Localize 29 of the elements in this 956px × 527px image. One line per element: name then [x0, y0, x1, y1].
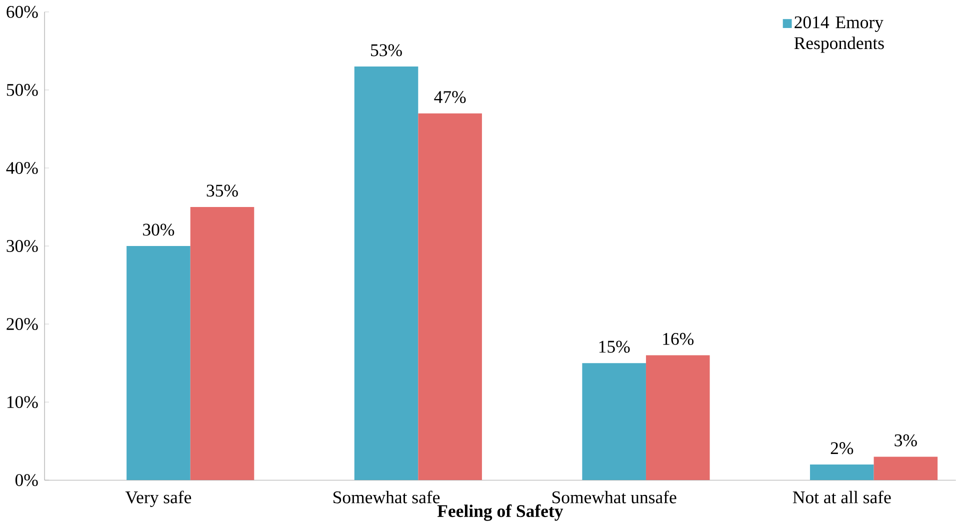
bar — [354, 66, 418, 480]
legend-label: 2014 Emory Respondents — [794, 16, 884, 53]
bar — [190, 207, 254, 480]
x-axis-title: Feeling of Safety — [437, 504, 564, 521]
data-label: 2% — [830, 442, 854, 454]
y-tick-label: 40% — [6, 162, 38, 174]
data-label: 3% — [894, 434, 917, 447]
y-tick-label: 60% — [6, 6, 38, 18]
y-tick-label: 10% — [7, 396, 38, 408]
y-tick-label: 30% — [6, 240, 38, 252]
x-tick-label: Not at all safe — [792, 490, 891, 504]
data-label: 35% — [206, 184, 238, 197]
data-label: 30% — [143, 224, 174, 236]
bar — [874, 456, 938, 480]
x-tick-label: Somewhat safe — [334, 490, 440, 504]
bar — [810, 464, 874, 480]
bar — [646, 355, 710, 480]
x-tick-label: Somewhat unsafe — [552, 490, 676, 504]
data-label: 16% — [663, 333, 694, 346]
data-label: 47% — [434, 91, 466, 104]
x-tick-label: Very safe — [125, 490, 192, 508]
y-tick-label: 0% — [15, 474, 38, 486]
bar — [126, 246, 190, 480]
bar — [582, 363, 646, 480]
bar — [418, 113, 482, 480]
y-tick-label: 50% — [6, 84, 38, 96]
data-label: 53% — [371, 44, 402, 56]
data-label: 15% — [599, 340, 630, 353]
y-tick-label: 20% — [6, 318, 38, 330]
